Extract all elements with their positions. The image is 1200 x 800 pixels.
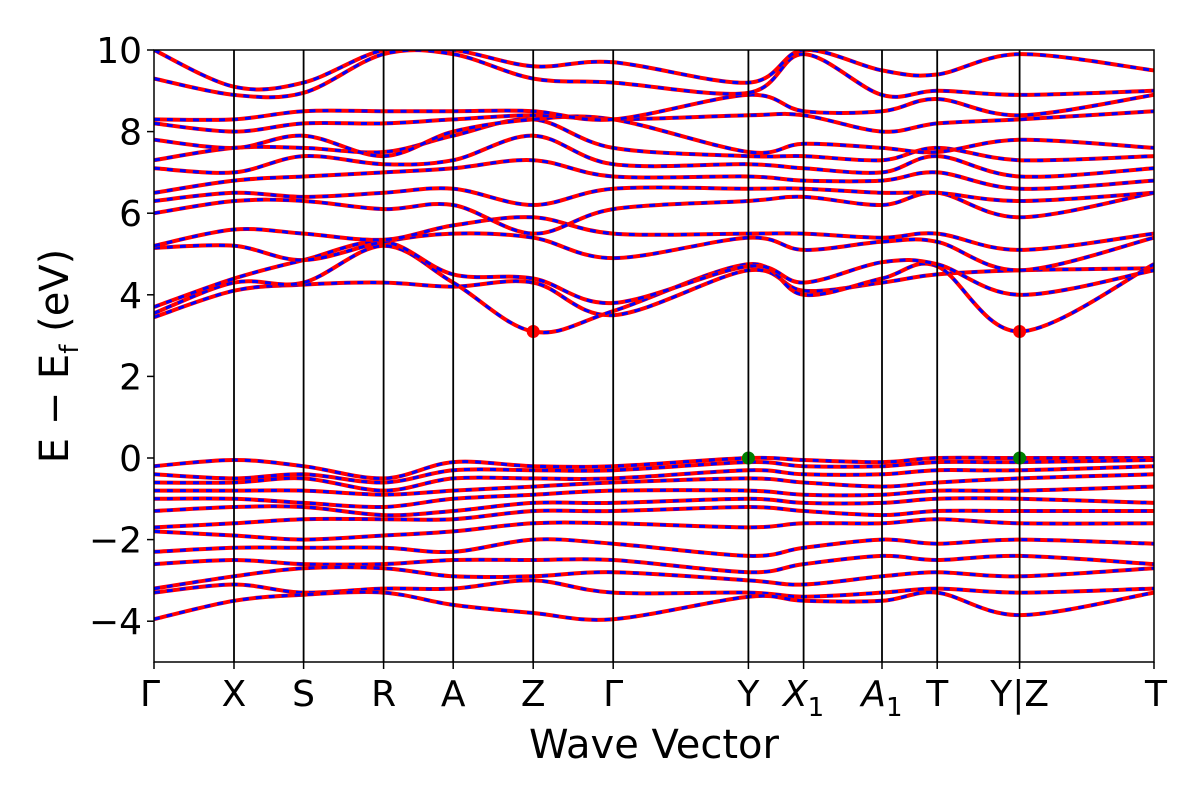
y-axis-label-subscript: f xyxy=(55,344,85,354)
x-tick-label: Y xyxy=(736,674,760,715)
conduction-band-7-spin-up xyxy=(154,186,1154,207)
x-tick-label: Z xyxy=(521,674,546,715)
y-tick-label: 10 xyxy=(96,31,142,72)
high-symmetry-lines xyxy=(233,50,1021,662)
conduction-band-14-spin-up xyxy=(154,50,1154,99)
y-tick-label: −2 xyxy=(89,521,142,562)
y-tick-label: 4 xyxy=(119,276,142,317)
conduction-band-4-spin-up xyxy=(154,231,1154,272)
x-tick-label: X1 xyxy=(781,674,824,723)
y-axis-ticks: −4 −2 0 2 4 6 8 10 xyxy=(89,31,154,643)
x-tick-label: A xyxy=(441,674,466,715)
y-tick-label: 0 xyxy=(119,439,142,480)
conduction-band-8-spin-down xyxy=(154,158,1154,195)
x-tick-label: T xyxy=(925,674,949,715)
x-tick-label: R xyxy=(371,674,396,715)
x-tick-label: T xyxy=(1144,674,1168,715)
x-tick-label: A1 xyxy=(859,674,902,723)
x-tick-label: Γ xyxy=(603,674,623,715)
x-axis-label: Wave Vector xyxy=(529,722,780,768)
x-axis-ticks: Γ X S R A Z Γ Y X1 A1 T Y|Z T xyxy=(140,662,1168,723)
y-tick-label: −4 xyxy=(89,602,142,643)
valence-band-9-spin-up xyxy=(154,537,1154,558)
x-tick-label: S xyxy=(292,674,315,715)
y-tick-label: 6 xyxy=(119,194,142,235)
x-tick-label: Y|Z xyxy=(989,674,1049,715)
markers-layer xyxy=(526,325,1027,465)
valence-band-2-spin-up xyxy=(154,458,1154,485)
x-tick-label: X xyxy=(222,674,247,715)
y-axis-label: E − Ef (eV) xyxy=(32,249,85,464)
x-tick-label: Γ xyxy=(140,674,160,715)
conduction-band-13-spin-down xyxy=(154,92,1154,122)
y-axis-label-unit: (eV) xyxy=(32,249,78,345)
conduction-band-5-spin-up xyxy=(154,215,1154,252)
conduction-band-2-spin-up xyxy=(154,244,1154,334)
valence-band-13-spin-up xyxy=(154,590,1154,622)
y-tick-label: 8 xyxy=(119,113,142,154)
conduction-band-11-spin-up xyxy=(154,114,1154,158)
valence-band-1-spin-up xyxy=(154,456,1154,480)
y-axis-label-main: E − E xyxy=(32,354,78,464)
y-tick-label: 2 xyxy=(119,357,142,398)
valence-band-3-spin-up xyxy=(154,464,1154,493)
plot-frame xyxy=(153,49,1155,663)
